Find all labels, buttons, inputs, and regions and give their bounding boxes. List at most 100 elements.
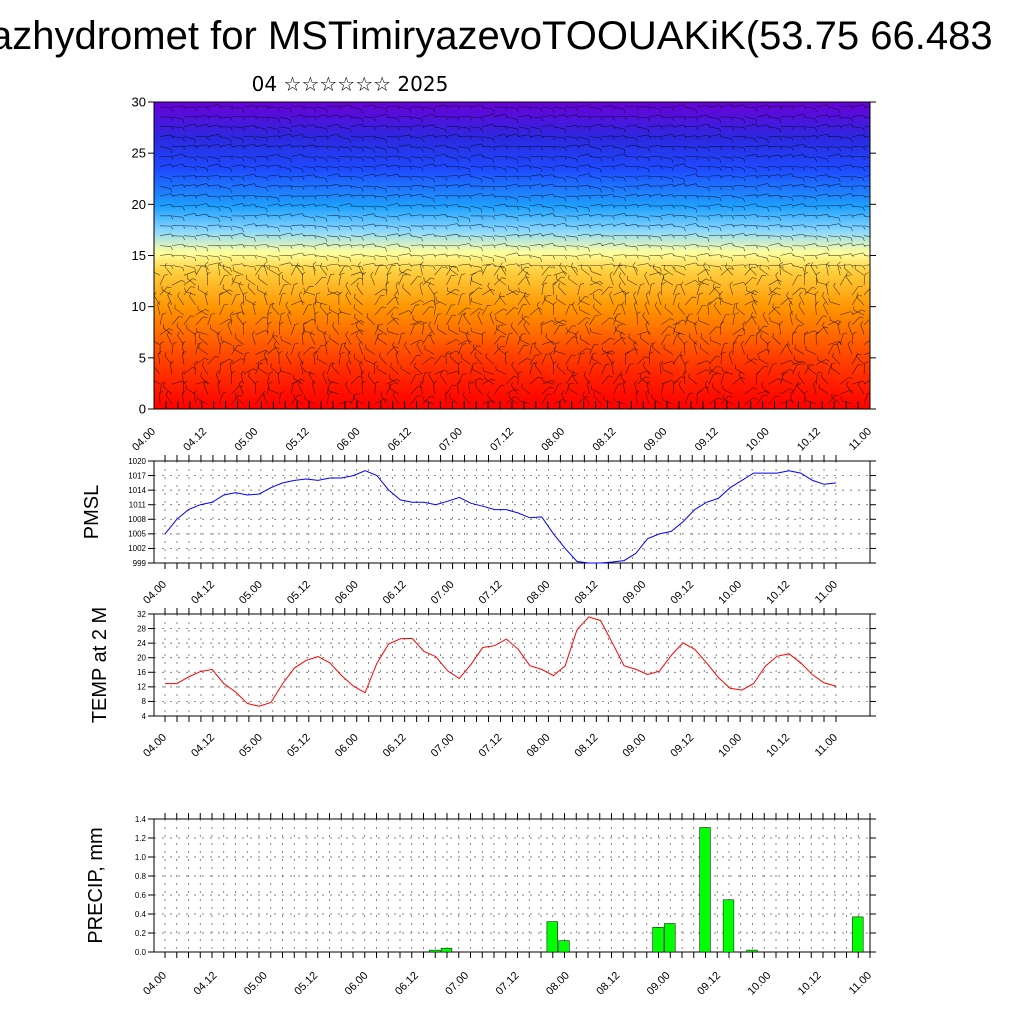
wind-barb: [267, 265, 279, 268]
wind-barb: [744, 203, 756, 207]
wind-barb-flag: [791, 147, 794, 151]
wind-barb: [434, 184, 446, 187]
wind-barb-flag: [636, 106, 639, 111]
wind-barb-flag: [815, 265, 818, 269]
wind-barb-flag: [683, 215, 687, 219]
wind-barb-flag: [875, 166, 877, 169]
wind-barb-flag: [194, 225, 197, 230]
wind-barb: [233, 349, 244, 355]
wind-barb: [194, 363, 197, 375]
wind-barb-flag: [445, 351, 450, 354]
wind-barb-flag: [279, 366, 282, 371]
wind-barb: [219, 358, 230, 365]
wind-barb-flag: [504, 203, 508, 208]
wind-barb-flag: [206, 158, 209, 163]
wind-barb: [517, 185, 529, 187]
wind-barb: [350, 271, 362, 276]
wind-barb: [159, 203, 171, 207]
wind-barb: [362, 156, 374, 159]
wind-barb-flag: [424, 371, 429, 374]
wind-barb-flag: [540, 168, 543, 173]
wind-barb: [710, 280, 721, 286]
wind-barb: [338, 146, 350, 149]
wind-barb: [494, 214, 506, 217]
wind-barb: [279, 126, 291, 129]
wind-barb: [708, 175, 720, 177]
wind-barb: [633, 344, 638, 355]
wind-barb: [621, 304, 626, 316]
wind-barb: [553, 114, 565, 118]
wind-barb-flag: [218, 207, 221, 211]
wind-barb: [505, 183, 517, 187]
wind-barb-flag: [862, 252, 866, 256]
wind-barb-flag: [491, 288, 496, 292]
wind-barb: [577, 348, 587, 355]
wind-barb-flag: [242, 116, 245, 120]
wind-barb: [350, 394, 356, 405]
wind-barb: [720, 265, 732, 267]
wind-barb-flag: [850, 147, 854, 152]
wind-barb: [677, 336, 686, 345]
wind-barb: [644, 304, 650, 316]
wind-barb-flag: [751, 266, 756, 269]
wind-barb-flag: [354, 313, 356, 318]
wind-barb: [684, 106, 696, 110]
wind-barb-flag: [815, 157, 818, 162]
wind-barb-flag: [313, 195, 317, 200]
wind-barb-flag: [230, 168, 233, 173]
wind-barb-flag: [504, 114, 508, 118]
x-tick-label: 05.12: [292, 970, 320, 998]
chart-subtitle: 04 ☆☆☆☆☆☆ 2025: [251, 72, 449, 96]
wind-barb: [171, 126, 183, 128]
wind-barb: [505, 263, 517, 266]
wind-barb: [615, 320, 626, 326]
wind-barb-flag: [266, 265, 269, 270]
wind-barb: [768, 215, 780, 218]
wind-barb: [269, 269, 280, 276]
wind-barb: [672, 355, 680, 365]
wind-barb: [183, 175, 195, 177]
wind-barb-flag: [358, 340, 362, 345]
wind-barb-flag: [194, 360, 198, 364]
wind-barb-flag: [463, 312, 466, 317]
wind-barb: [780, 115, 792, 118]
wind-barb-flag: [875, 218, 876, 222]
wind-barb: [291, 300, 302, 306]
wind-barb: [177, 335, 185, 345]
wind-barb-flag: [777, 279, 782, 282]
wind-barb-flag: [445, 116, 448, 121]
wind-barb-flag: [278, 351, 283, 354]
wind-barb-flag: [647, 370, 651, 374]
wind-barb-flag: [504, 196, 508, 201]
wind-barb: [281, 339, 292, 345]
wind-barb: [775, 275, 781, 286]
x-tick-label: 09.00: [620, 579, 648, 607]
wind-barb: [863, 225, 870, 228]
wind-barb-flag: [182, 380, 186, 384]
wind-barb: [458, 146, 470, 149]
wind-barb-flag: [433, 225, 436, 230]
wind-barb-flag: [688, 392, 693, 395]
wind-barb-flag: [540, 146, 544, 151]
wind-barb: [171, 184, 183, 187]
wind-barb: [565, 205, 577, 209]
wind-barb: [493, 335, 502, 345]
wind-barb-flag: [804, 331, 809, 334]
wind-barb: [693, 343, 698, 355]
wind-barb: [517, 245, 529, 248]
wind-barb: [183, 136, 195, 140]
wind-barb: [487, 395, 495, 405]
wind-barb-flag: [611, 350, 616, 354]
wind-barb: [720, 373, 725, 385]
wind-barb-flag: [755, 263, 759, 268]
wind-barb-flag: [337, 291, 341, 295]
wind-barb: [398, 134, 410, 137]
wind-barb: [637, 156, 649, 158]
wind-barb: [505, 396, 515, 405]
wind-barb-flag: [779, 207, 782, 211]
wind-barb-flag: [731, 126, 735, 131]
wind-barb-flag: [832, 352, 834, 357]
wind-barb: [325, 343, 328, 355]
wind-barb-flag: [812, 287, 817, 289]
wind-barb: [311, 383, 316, 395]
